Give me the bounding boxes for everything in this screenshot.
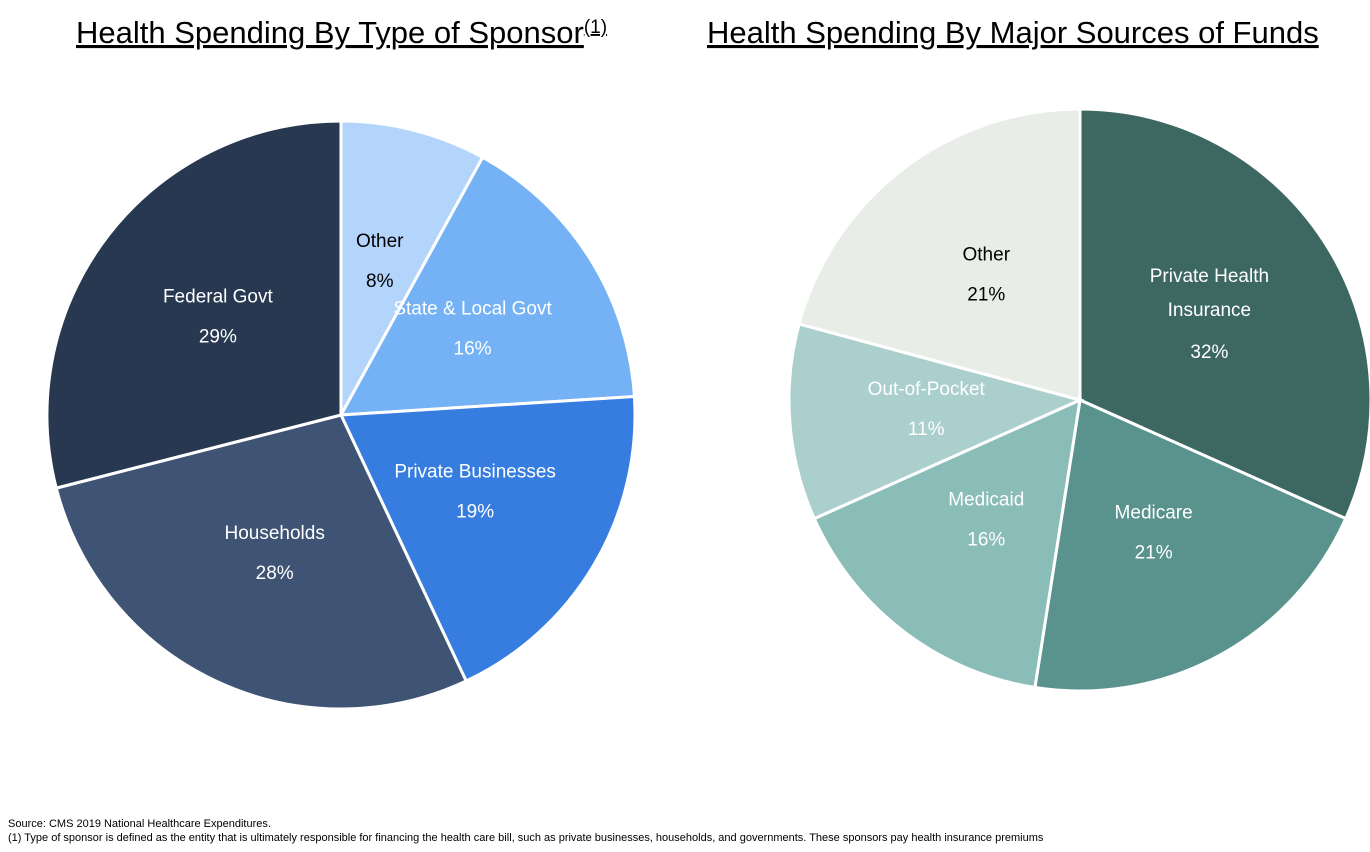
pie-slice (787, 322, 1085, 521)
value-label: 21% (1135, 543, 1173, 564)
pie-slice (812, 397, 1082, 690)
slice-label: Out-of-Pocket (868, 379, 986, 400)
value-label: 11% (908, 419, 945, 440)
slice-label: Households (224, 523, 324, 544)
slice-label: Medicaid (948, 489, 1024, 510)
label-line: Private Health (1150, 266, 1269, 287)
slice-label: Other (356, 231, 404, 252)
value-label: 8% (366, 271, 394, 292)
pie-slice (45, 119, 343, 490)
pie-slice (54, 413, 469, 711)
title-text: Health Spending By Type of Sponsor (76, 15, 584, 50)
slice-label: State & Local Govt (393, 299, 552, 320)
chart-title: Health Spending By Type of Sponsor(1) (76, 15, 607, 50)
pie-slice (339, 119, 485, 416)
value-label: 28% (256, 563, 294, 584)
value-label: 16% (454, 339, 492, 360)
value-label: 32% (1190, 342, 1228, 363)
slice-label: Private Businesses (394, 461, 556, 482)
footnote: Source: CMS 2019 National Healthcare Exp… (8, 818, 271, 830)
value-label: 21% (967, 285, 1005, 306)
slice-label: Private Health Insurance (1150, 266, 1269, 321)
value-label: 16% (967, 529, 1005, 550)
value-label: 19% (456, 501, 494, 522)
title-note: (1) (584, 17, 607, 38)
slice-label: Medicare (1115, 503, 1193, 524)
pie-slice (338, 155, 637, 417)
pie-slice (797, 107, 1082, 402)
pie-slice (1033, 397, 1348, 693)
value-label: 29% (199, 326, 237, 347)
chart-title: Health Spending By Major Sources of Fund… (707, 15, 1319, 50)
pie-slice (338, 394, 637, 684)
slice-label: Federal Govt (163, 286, 274, 307)
label-line: Insurance (1168, 300, 1251, 321)
pie-slice (1078, 107, 1370, 521)
slice-label: Other (963, 245, 1011, 266)
footnote: (1) Type of sponsor is defined as the en… (8, 832, 1044, 844)
